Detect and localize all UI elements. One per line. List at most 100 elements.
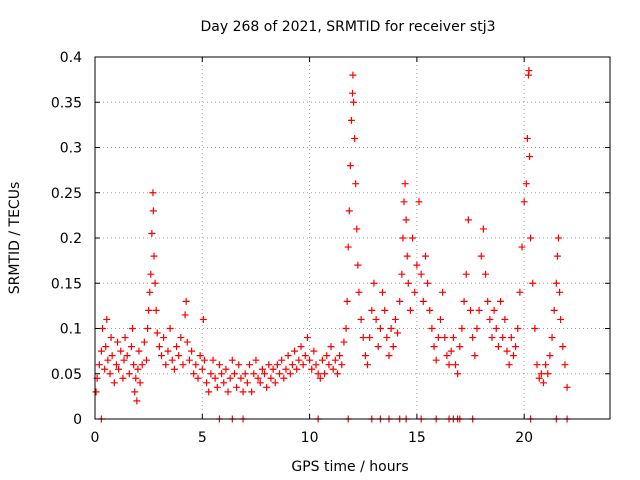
data-point [164, 347, 172, 355]
data-point [486, 315, 494, 323]
data-point [149, 189, 157, 197]
data-point [103, 315, 111, 323]
data-point [509, 352, 517, 360]
data-point [203, 379, 211, 387]
data-point [553, 252, 561, 260]
data-point [484, 297, 492, 305]
data-point [533, 361, 541, 369]
data-point [396, 297, 404, 305]
data-point [117, 347, 125, 355]
data-point [467, 306, 475, 314]
data-point [347, 116, 355, 124]
data-point [514, 325, 522, 332]
data-point [552, 279, 560, 287]
data-point [306, 356, 314, 364]
data-point [138, 361, 146, 369]
data-point [170, 365, 178, 373]
data-point [233, 383, 241, 391]
data-point [364, 361, 372, 369]
data-point [147, 270, 155, 278]
data-point [462, 270, 470, 278]
axis-ticks [94, 56, 610, 420]
y-axis-label: SRMTID / TECUs [7, 182, 23, 295]
data-point [286, 370, 294, 378]
data-point [464, 216, 472, 224]
data-point [92, 388, 100, 396]
data-point [303, 334, 311, 342]
data-point [494, 343, 502, 351]
data-point [215, 361, 223, 369]
data-point [368, 306, 376, 314]
data-point [158, 352, 166, 360]
data-point [151, 279, 159, 287]
data-point [537, 370, 545, 378]
data-point [460, 297, 468, 305]
data-point [441, 334, 449, 342]
data-point [559, 343, 567, 351]
data-point [548, 334, 556, 342]
grid-lines [95, 57, 610, 419]
data-point [389, 343, 397, 351]
data-point [516, 288, 524, 296]
y-tick-label: 0.4 [60, 50, 82, 66]
data-point [218, 370, 226, 378]
x-tick-label: 5 [198, 430, 207, 446]
data-point [106, 370, 114, 378]
data-point [97, 347, 105, 355]
data-point [350, 98, 358, 106]
y-tick-label: 0.1 [60, 322, 82, 338]
data-point [153, 329, 161, 337]
data-point [104, 356, 112, 364]
data-point [125, 370, 133, 378]
data-point [190, 370, 198, 378]
data-point [267, 374, 275, 382]
data-point [473, 325, 481, 332]
data-point [196, 352, 204, 360]
data-point [248, 388, 256, 396]
data-point [385, 352, 393, 360]
data-point [492, 325, 500, 332]
data-point [556, 288, 564, 296]
data-point [561, 361, 569, 369]
data-point [357, 315, 365, 323]
data-point [99, 325, 107, 332]
y-tick-labels: 0 0.05 0.1 0.15 0.2 0.25 0.3 0.35 0.4 [51, 50, 82, 428]
data-point [123, 352, 131, 360]
chart-title: Day 268 of 2021, SRMTID for receiver stj… [201, 19, 496, 35]
data-point [439, 288, 447, 296]
data-point [327, 343, 335, 351]
data-point [499, 334, 507, 342]
data-point [445, 361, 453, 369]
data-point [522, 180, 530, 188]
data-point [456, 343, 464, 351]
data-point [525, 67, 533, 75]
data-point [194, 374, 202, 382]
data-point [205, 388, 213, 396]
data-point [477, 252, 485, 260]
data-point [400, 198, 408, 206]
data-point [316, 374, 324, 382]
data-point [361, 352, 369, 360]
data-point [432, 356, 440, 364]
data-point [269, 365, 277, 373]
data-point [345, 207, 353, 215]
data-point [503, 347, 511, 355]
data-point [112, 361, 120, 369]
data-point [520, 198, 528, 206]
data-point [383, 334, 391, 342]
data-point [482, 270, 490, 278]
data-point [323, 352, 331, 360]
data-point [501, 315, 509, 323]
data-point [314, 370, 322, 378]
data-point [284, 352, 292, 360]
data-point [308, 365, 316, 373]
data-point [288, 361, 296, 369]
data-point [529, 279, 537, 287]
data-point [359, 334, 367, 342]
data-point [535, 374, 543, 382]
data-point [261, 370, 269, 378]
data-point [110, 379, 118, 387]
data-point [130, 361, 138, 369]
data-point [419, 297, 427, 305]
